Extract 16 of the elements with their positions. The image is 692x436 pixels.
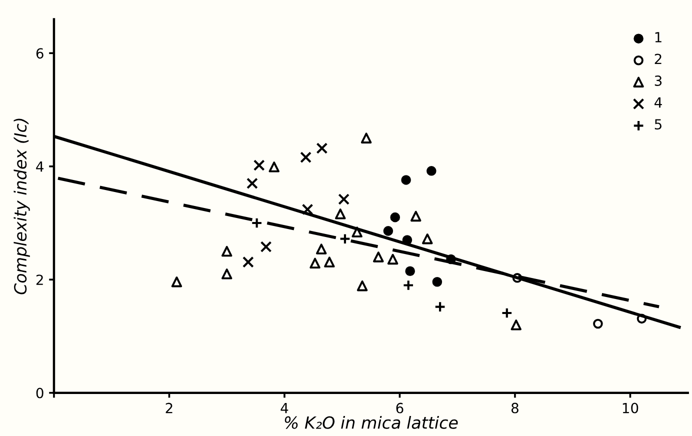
y-axis-title: Complexity index (Ic) (14, 118, 30, 294)
y-tick-label: 4 (36, 162, 44, 172)
x-tick-label: 2 (166, 402, 172, 414)
y-tick-label: 6 (36, 48, 44, 59)
legend-label: 1 (655, 32, 662, 42)
legend-label: 3 (654, 75, 662, 86)
x-axis-title: % K₂O in mica lattice (284, 416, 458, 429)
y-tick-label: 2 (36, 274, 43, 285)
x-tick-label: 8 (511, 402, 518, 414)
x-tick-label: 10 (622, 402, 638, 414)
y-tick-label: 0 (36, 388, 44, 398)
x-tick-label: 6 (396, 402, 404, 414)
legend-label: 2 (654, 54, 662, 64)
legend-label: 4 (654, 97, 662, 108)
legend-label: 5 (654, 119, 662, 130)
x-tick-label: 4 (280, 402, 288, 414)
